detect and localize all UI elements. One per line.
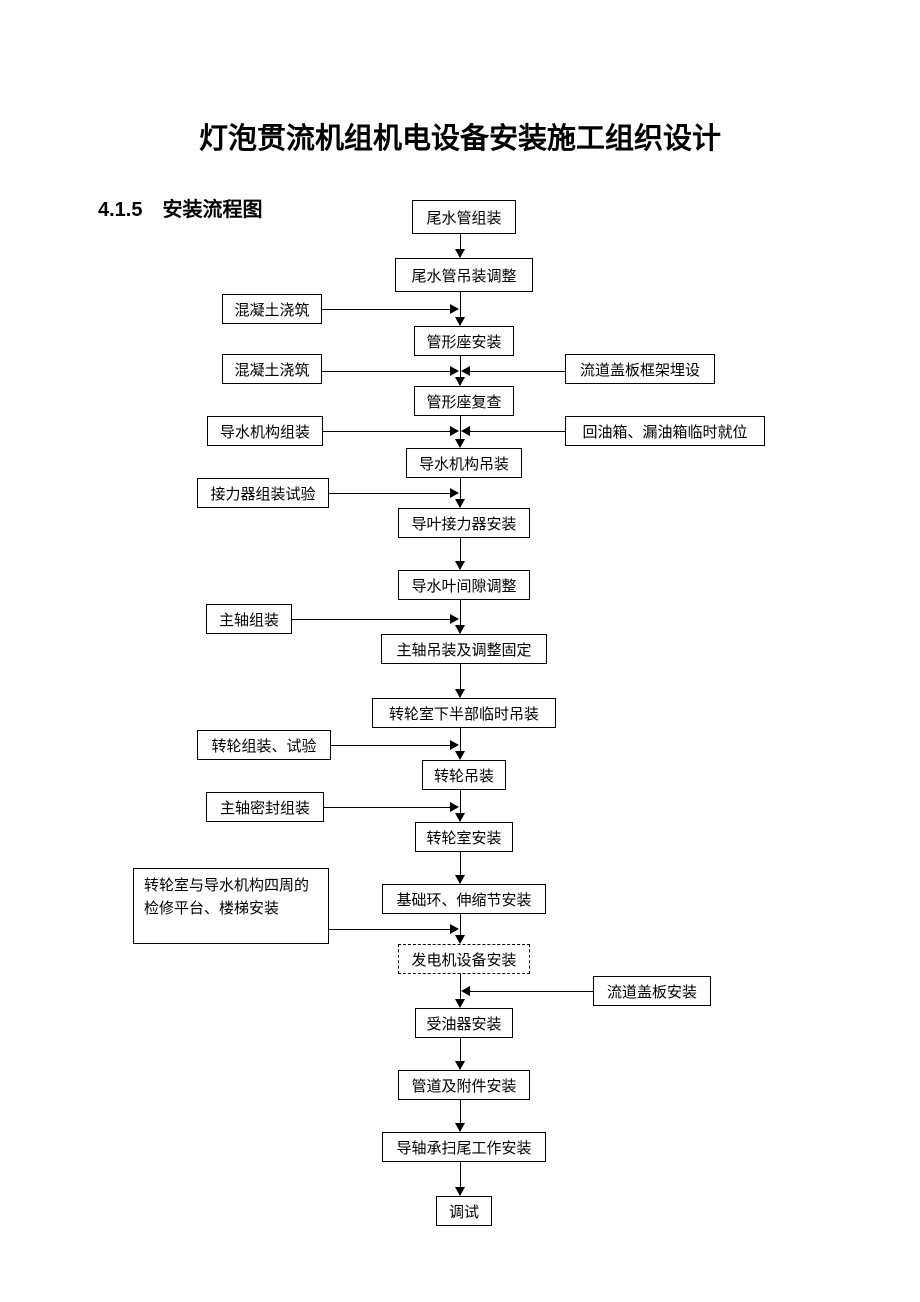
arrow-head-icon (450, 614, 459, 624)
arrow-head-icon (455, 561, 465, 570)
flow-node-s1: 混凝土浇筑 (222, 294, 322, 324)
arrow-head-icon (461, 426, 470, 436)
edge-line (292, 619, 452, 620)
arrow-head-icon (461, 986, 470, 996)
arrow-head-icon (455, 1123, 465, 1132)
flow-node-s4: 接力器组装试验 (197, 478, 329, 508)
edge-line (329, 493, 452, 494)
flow-node-n3: 管形座安装 (414, 326, 514, 356)
arrow-head-icon (455, 377, 465, 386)
flow-node-n10: 转轮吊装 (422, 760, 506, 790)
flow-node-n9: 转轮室下半部临时吊装 (372, 698, 556, 728)
arrow-head-icon (461, 366, 470, 376)
flow-node-n14: 受油器安装 (415, 1008, 513, 1038)
flow-node-r3: 流道盖板安装 (593, 976, 711, 1006)
flow-node-s7: 主轴密封组装 (206, 792, 324, 822)
arrow-head-icon (455, 317, 465, 326)
flow-node-n7: 导水叶间隙调整 (398, 570, 530, 600)
flow-node-r1: 流道盖板框架埋设 (565, 354, 715, 384)
arrow-head-icon (450, 740, 459, 750)
flow-node-s5: 主轴组装 (206, 604, 292, 634)
flow-node-n11: 转轮室安装 (415, 822, 513, 852)
flow-node-s3: 导水机构组装 (207, 416, 323, 446)
arrow-head-icon (455, 1187, 465, 1196)
flow-node-n17: 调试 (436, 1196, 492, 1226)
document-title: 灯泡贯流机组机电设备安装施工组织设计 (0, 115, 920, 157)
flow-node-n16: 导轴承扫尾工作安装 (382, 1132, 546, 1162)
flow-node-n1: 尾水管组装 (412, 200, 516, 234)
flow-node-n2: 尾水管吊装调整 (395, 258, 533, 292)
flow-node-n12: 基础环、伸缩节安装 (382, 884, 546, 914)
arrow-head-icon (455, 499, 465, 508)
flow-node-r2: 回油箱、漏油箱临时就位 (565, 416, 765, 446)
flow-node-n8: 主轴吊装及调整固定 (381, 634, 547, 664)
flow-node-s8: 转轮室与导水机构四周的检修平台、楼梯安装 (133, 868, 329, 944)
edge-line (323, 431, 452, 432)
arrow-head-icon (455, 249, 465, 258)
arrow-head-icon (455, 1061, 465, 1070)
flow-node-n6: 导叶接力器安装 (398, 508, 530, 538)
edge-line (468, 371, 565, 372)
flow-node-n13: 发电机设备安装 (398, 944, 530, 974)
edge-line (322, 371, 452, 372)
arrow-head-icon (455, 935, 465, 944)
arrow-head-icon (455, 625, 465, 634)
edge-line (322, 309, 452, 310)
arrow-head-icon (450, 366, 459, 376)
arrow-head-icon (455, 813, 465, 822)
flow-node-n4: 管形座复查 (414, 386, 514, 416)
flow-node-s2: 混凝土浇筑 (222, 354, 322, 384)
arrow-head-icon (450, 488, 459, 498)
arrow-head-icon (450, 426, 459, 436)
flow-node-s6: 转轮组装、试验 (197, 730, 331, 760)
arrow-head-icon (455, 689, 465, 698)
flow-node-n15: 管道及附件安装 (398, 1070, 530, 1100)
arrow-head-icon (450, 304, 459, 314)
arrow-head-icon (450, 802, 459, 812)
edge-line (468, 991, 593, 992)
edge-line (329, 929, 452, 930)
edge-line (324, 807, 452, 808)
edge-line (468, 431, 565, 432)
arrow-head-icon (450, 924, 459, 934)
arrow-head-icon (455, 439, 465, 448)
section-heading: 4.1.5 安装流程图 (98, 193, 262, 222)
arrow-head-icon (455, 751, 465, 760)
flow-node-n5: 导水机构吊装 (406, 448, 522, 478)
arrow-head-icon (455, 875, 465, 884)
edge-line (331, 745, 452, 746)
arrow-head-icon (455, 999, 465, 1008)
